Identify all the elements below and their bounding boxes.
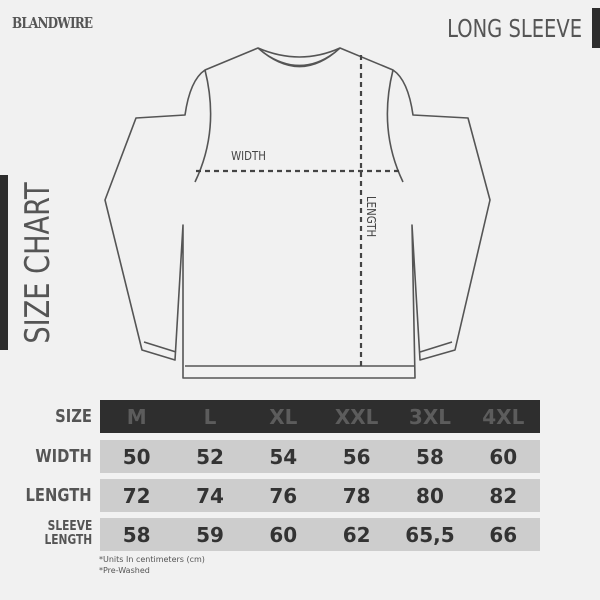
table-cell: 60 xyxy=(489,444,518,469)
size-cell: 3XL xyxy=(408,404,452,429)
table-cell: 72 xyxy=(122,483,151,508)
table-cell: 80 xyxy=(416,483,444,508)
armhole-left xyxy=(194,69,212,183)
length-row: 72 74 76 78 80 82 xyxy=(100,479,540,512)
armhole-right xyxy=(386,69,404,183)
table-cell: 56 xyxy=(342,444,371,469)
width-row: 50 52 54 56 58 60 xyxy=(100,440,540,473)
size-header-row: M L XL XXL 3XL 4XL xyxy=(100,400,540,433)
table-cell: 54 xyxy=(269,444,298,469)
cuff-lines xyxy=(143,341,453,353)
table-cell: 74 xyxy=(196,483,224,508)
size-cell: L xyxy=(203,404,217,429)
sleeve-length-row-label: SLEEVE LENGTH xyxy=(44,519,92,548)
length-label: LENGTH xyxy=(364,196,378,238)
size-cell: XL xyxy=(269,404,298,429)
table-cell: 66 xyxy=(489,522,518,547)
size-row-label: SIZE xyxy=(55,406,92,427)
table-cell: 62 xyxy=(342,522,371,547)
table-cell: 60 xyxy=(269,522,298,547)
units-note: *Units In centimeters (cm) xyxy=(99,555,205,564)
shirt-collar xyxy=(257,47,341,68)
width-row-label: WIDTH xyxy=(35,446,92,467)
table-cell: 58 xyxy=(122,522,151,547)
shirt-body xyxy=(104,47,491,379)
table-cell: 76 xyxy=(269,483,298,508)
side-accent-bar xyxy=(0,175,8,350)
table-cell: 65,5 xyxy=(405,522,455,547)
table-cell: 58 xyxy=(416,444,444,469)
table-cell: 50 xyxy=(122,444,151,469)
size-cell: XXL xyxy=(334,404,379,429)
prewashed-note: *Pre-Washed xyxy=(99,566,150,575)
size-cell: M xyxy=(126,404,147,429)
sleeve-length-row: 58 59 60 62 65,5 66 xyxy=(100,518,540,551)
table-cell: 59 xyxy=(196,522,224,547)
table-cell: 78 xyxy=(342,483,371,508)
table-cell: 52 xyxy=(196,444,224,469)
table-cell: 82 xyxy=(489,483,518,508)
width-label: WIDTH xyxy=(231,149,266,163)
length-row-label: LENGTH xyxy=(25,485,92,506)
shirt-diagram xyxy=(104,47,491,379)
size-cell: 4XL xyxy=(482,404,525,429)
product-title: LONG SLEEVE xyxy=(447,14,582,43)
title-accent-bar xyxy=(592,8,600,48)
brand-logo: BLANDWIRE xyxy=(12,14,93,32)
